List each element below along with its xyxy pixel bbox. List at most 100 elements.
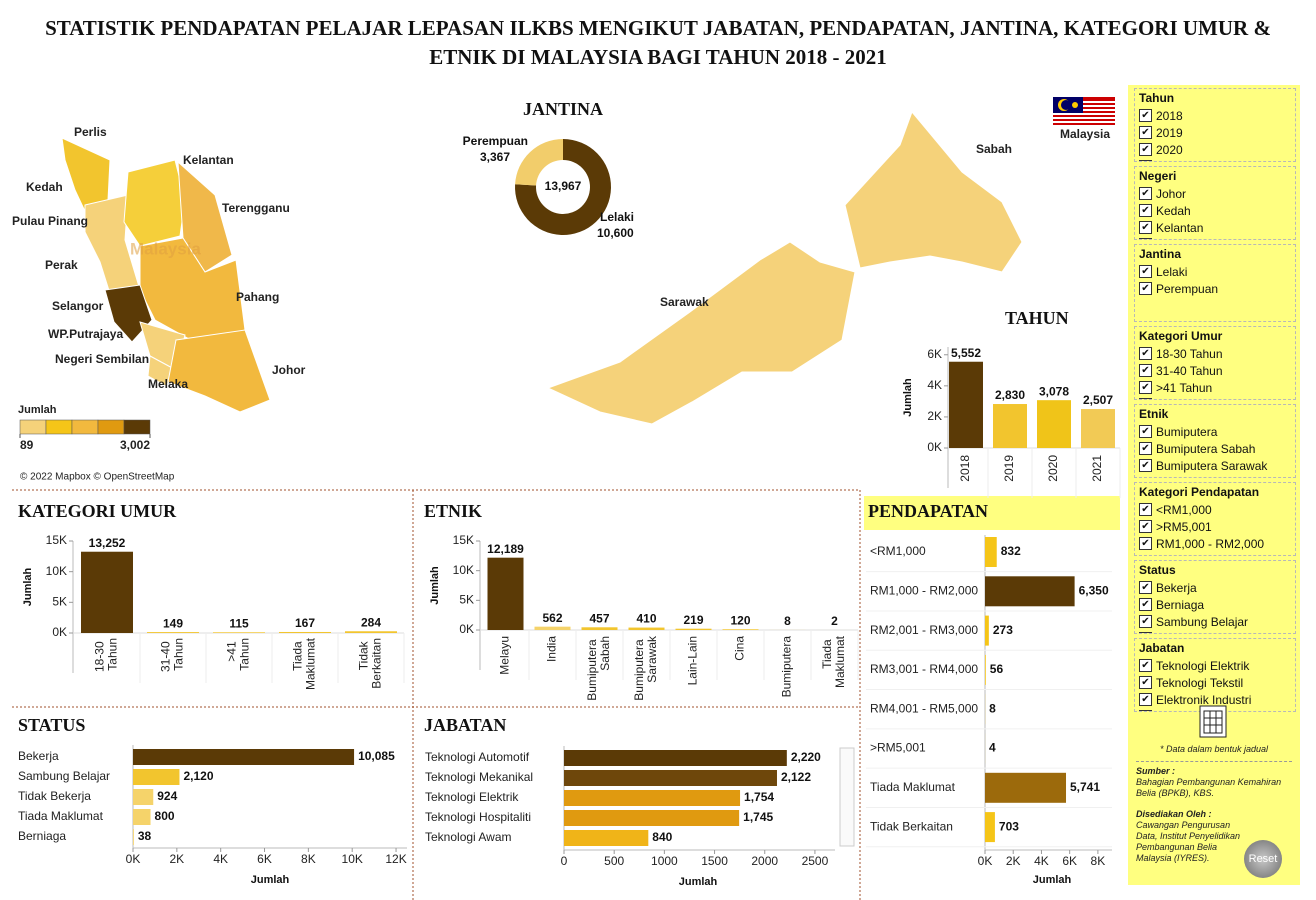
filter-item-label[interactable]: Tiada Maklumat [1156, 632, 1241, 634]
filter-item-label[interactable]: Johor [1156, 186, 1187, 201]
filter-item[interactable]: ✔ Lelaki [1139, 263, 1295, 280]
checkbox[interactable]: ✔ [1139, 520, 1152, 533]
checkbox[interactable]: ✔ [1139, 503, 1152, 516]
filter-item[interactable]: ✔ Bumiputera Sabah [1139, 440, 1295, 457]
filter-item-label[interactable]: 2021 [1156, 160, 1183, 162]
pendapatan-header [864, 496, 1120, 530]
checkbox[interactable]: ✔ [1139, 537, 1152, 550]
filter-item-label[interactable]: Kelantan [1156, 220, 1204, 235]
checkbox[interactable]: ✔ [1139, 143, 1152, 156]
checkbox[interactable]: ✔ [1139, 364, 1152, 377]
filter-item[interactable]: ✔ Melaka [1139, 236, 1295, 240]
filter-item[interactable]: ✔ >RM5,001 [1139, 518, 1295, 535]
bar [628, 627, 665, 630]
bar [133, 749, 355, 765]
filter-item[interactable]: ✔ Bumiputera [1139, 423, 1295, 440]
filter-item-label[interactable]: 2020 [1156, 142, 1183, 157]
value-label: 562 [542, 611, 562, 625]
checkbox[interactable]: ✔ [1139, 710, 1152, 711]
filter-item-label[interactable]: Berniaga [1156, 597, 1205, 612]
filter-item-label[interactable]: >41 Tahun [1156, 380, 1213, 395]
filter-item[interactable]: ✔ Kelantan [1139, 219, 1295, 236]
filter-item-label[interactable]: Teknologi Elektrik [1156, 658, 1250, 673]
filter-item-label[interactable]: RM1,000 - RM2,000 [1156, 536, 1265, 551]
checkbox[interactable]: ✔ [1139, 693, 1152, 706]
x-tick-label: 1000 [651, 854, 678, 868]
checkbox[interactable]: ✔ [1139, 109, 1152, 122]
filter-item[interactable]: ✔ <RM1,000 [1139, 501, 1295, 518]
scrollbar[interactable] [839, 747, 855, 847]
value-label: 2,830 [995, 388, 1025, 402]
filter-item[interactable]: ✔ Teknologi Tekstil [1139, 674, 1295, 691]
checkbox[interactable]: ✔ [1139, 632, 1152, 633]
filter-item-label[interactable]: Bumiputera Sarawak [1156, 458, 1268, 473]
checkbox[interactable]: ✔ [1139, 459, 1152, 472]
bar [564, 770, 777, 786]
filter-item[interactable]: ✔ 2018 [1139, 107, 1295, 124]
filter-item[interactable]: ✔ Bekerja [1139, 579, 1295, 596]
table-icon[interactable] [1194, 705, 1234, 739]
filter-item[interactable]: ✔ 2020 [1139, 141, 1295, 158]
filter-item[interactable]: ✔ Teknologi Elektrik [1139, 657, 1295, 674]
filter-item[interactable]: ✔ 2019 [1139, 124, 1295, 141]
filter-item-label[interactable]: 2018 [1156, 108, 1183, 123]
checkbox[interactable]: ✔ [1139, 381, 1152, 394]
filter-item-label[interactable]: Kedah [1156, 203, 1191, 218]
filter-item[interactable]: ✔ Tiada Maklumat [1139, 396, 1295, 400]
filter-item[interactable]: ✔ Bumiputera Sarawak [1139, 457, 1295, 474]
filter-item[interactable]: ✔ Johor [1139, 185, 1295, 202]
checkbox[interactable]: ✔ [1139, 598, 1152, 611]
checkbox[interactable]: ✔ [1139, 160, 1152, 161]
checkbox[interactable]: ✔ [1139, 398, 1152, 399]
filter-item[interactable]: ✔ Elektronik Industri [1139, 691, 1295, 708]
checkbox[interactable]: ✔ [1139, 204, 1152, 217]
filter-item[interactable]: ✔ Perempuan [1139, 280, 1295, 297]
filter-item-label[interactable]: >RM5,001 [1156, 519, 1212, 534]
filter-item-label[interactable]: Bekerja [1156, 580, 1197, 595]
checkbox[interactable]: ✔ [1139, 442, 1152, 455]
value-label: 120 [730, 613, 750, 627]
filter-item-label[interactable]: 31-40 Tahun [1156, 363, 1223, 378]
checkbox[interactable]: ✔ [1139, 581, 1152, 594]
checkbox[interactable]: ✔ [1139, 425, 1152, 438]
filter-item[interactable]: ✔ Sambung Belajar [1139, 613, 1295, 630]
filter-item[interactable]: ✔ 31-40 Tahun [1139, 362, 1295, 379]
filter-item-label[interactable]: Teknologi Tekstil [1156, 675, 1244, 690]
checkbox[interactable]: ✔ [1139, 347, 1152, 360]
filter-item-label[interactable]: Tiada Maklumat [1156, 398, 1241, 400]
checkbox[interactable]: ✔ [1139, 126, 1152, 139]
filter-item[interactable]: ✔ 2021 [1139, 158, 1295, 162]
filter-item-label[interactable]: Sambung Belajar [1156, 614, 1249, 629]
filter-item-label[interactable]: Bumiputera [1156, 424, 1218, 439]
filter-item[interactable]: ✔ Berniaga [1139, 596, 1295, 613]
filter-item[interactable]: ✔ RM1,000 - RM2,000 [1139, 535, 1295, 552]
checkbox[interactable]: ✔ [1139, 187, 1152, 200]
bar [564, 830, 649, 846]
filter-item[interactable]: ✔ 18-30 Tahun [1139, 345, 1295, 362]
filter-item-label[interactable]: 18-30 Tahun [1156, 346, 1223, 361]
filter-item-label[interactable]: Perempuan [1156, 281, 1219, 296]
checkbox[interactable]: ✔ [1139, 221, 1152, 234]
checkbox[interactable]: ✔ [1139, 238, 1152, 239]
borneo-map [546, 111, 1023, 425]
checkbox[interactable]: ✔ [1139, 282, 1152, 295]
filter-item-label[interactable]: Elektronik Industri [1156, 692, 1252, 707]
filter-item-label[interactable]: 2019 [1156, 125, 1183, 140]
map-label: Sarawak [660, 295, 709, 309]
filter-item[interactable]: ✔ Tiada Maklumat [1139, 630, 1295, 634]
checkbox[interactable]: ✔ [1139, 659, 1152, 672]
reset-button[interactable]: Reset [1244, 840, 1282, 878]
filter-item-label[interactable]: Bumiputera Sabah [1156, 441, 1256, 456]
filter-item-label[interactable]: <RM1,000 [1156, 502, 1212, 517]
filter-item[interactable]: ✔ >41 Tahun [1139, 379, 1295, 396]
bar [985, 615, 989, 646]
filter-item-label[interactable]: Melaka [1156, 238, 1195, 240]
value-label: 273 [993, 623, 1013, 637]
checkbox[interactable]: ✔ [1139, 615, 1152, 628]
y-tick-label: Tiada Maklumat [18, 809, 104, 823]
filter-item[interactable]: ✔ Kedah [1139, 202, 1295, 219]
filter-item-label[interactable]: Lelaki [1156, 264, 1188, 279]
checkbox[interactable]: ✔ [1139, 265, 1152, 278]
x-tick-label: 10K [342, 852, 363, 866]
checkbox[interactable]: ✔ [1139, 676, 1152, 689]
